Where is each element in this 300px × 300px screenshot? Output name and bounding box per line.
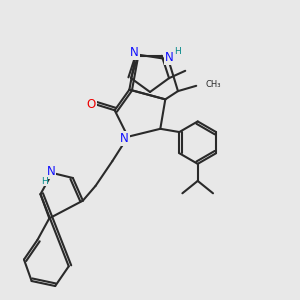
Text: O: O — [86, 98, 96, 111]
Text: N: N — [46, 165, 55, 178]
Text: N: N — [165, 51, 174, 64]
Text: N: N — [130, 46, 139, 59]
Text: H: H — [174, 46, 181, 56]
Text: N: N — [120, 132, 129, 145]
Text: H: H — [40, 177, 47, 186]
Text: CH₃: CH₃ — [206, 80, 221, 89]
